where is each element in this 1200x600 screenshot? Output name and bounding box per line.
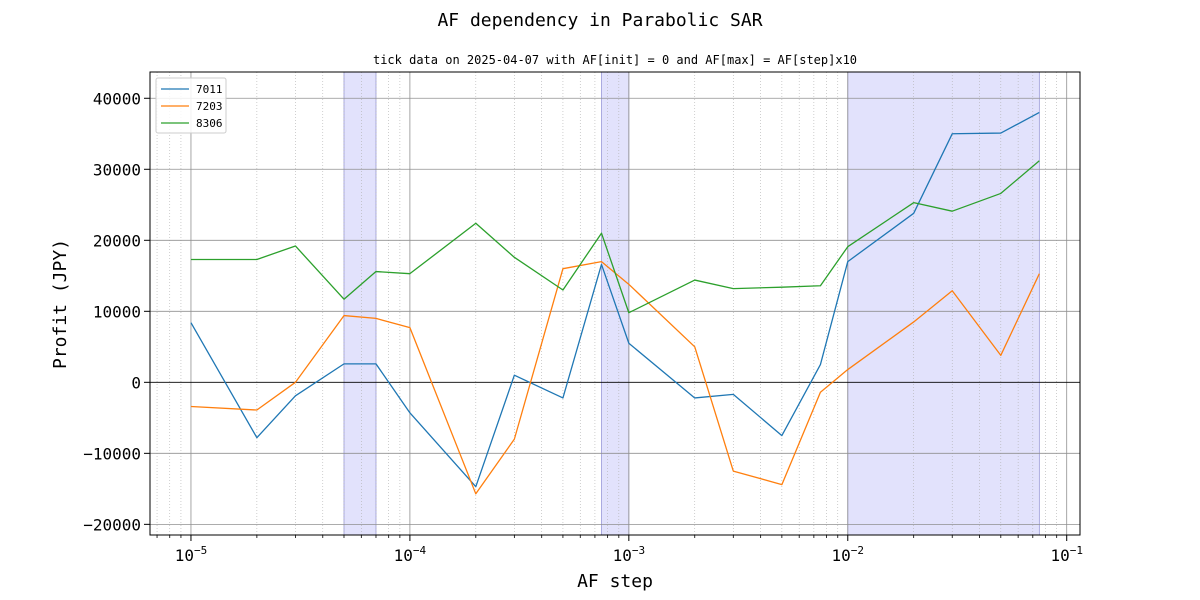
plot-border [149,71,1081,536]
chart-subtitle: tick data on 2025-04-07 with AF[init] = … [373,53,857,67]
major-gridlines [150,72,1080,535]
x-axis-ticks: 10−5 10−4 10−3 10−2 10−1 [156,535,1083,565]
minor-gridlines [156,72,1057,535]
shaded-regions [343,71,1040,536]
plot-frame [149,71,1081,536]
x-tick-label: 10−5 [175,544,208,565]
legend-label-8306: 8306 [196,117,223,130]
y-tick-label: −10000 [83,444,141,463]
x-tick-label: 10−2 [832,544,865,565]
legend-label-7203: 7203 [196,100,223,113]
series-line-8306 [190,160,1040,314]
y-axis-label: Profit (JPY) [50,239,71,369]
y-tick-label: 10000 [93,302,141,321]
chart-title: AF dependency in Parabolic SAR [437,10,762,31]
x-axis-label: AF step [577,571,653,592]
y-axis-ticks: −20000 −10000 0 10000 20000 30000 40000 [83,89,150,534]
y-tick-label: 20000 [93,231,141,250]
shaded-region-3 [847,71,1040,536]
legend-label-7011: 7011 [196,83,223,96]
legend-box [155,77,227,134]
series-line-7011 [190,111,1040,488]
series-lines [190,111,1040,495]
shaded-region-1 [343,71,377,536]
legend: 7011 7203 8306 [155,77,227,134]
x-tick-label: 10−1 [1050,544,1083,565]
y-tick-label: 0 [131,373,141,392]
y-tick-label: 40000 [93,89,141,108]
y-tick-label: −20000 [83,515,141,534]
x-tick-label: 10−4 [394,544,427,565]
y-tick-label: 30000 [93,160,141,179]
x-tick-label: 10−3 [613,544,646,565]
